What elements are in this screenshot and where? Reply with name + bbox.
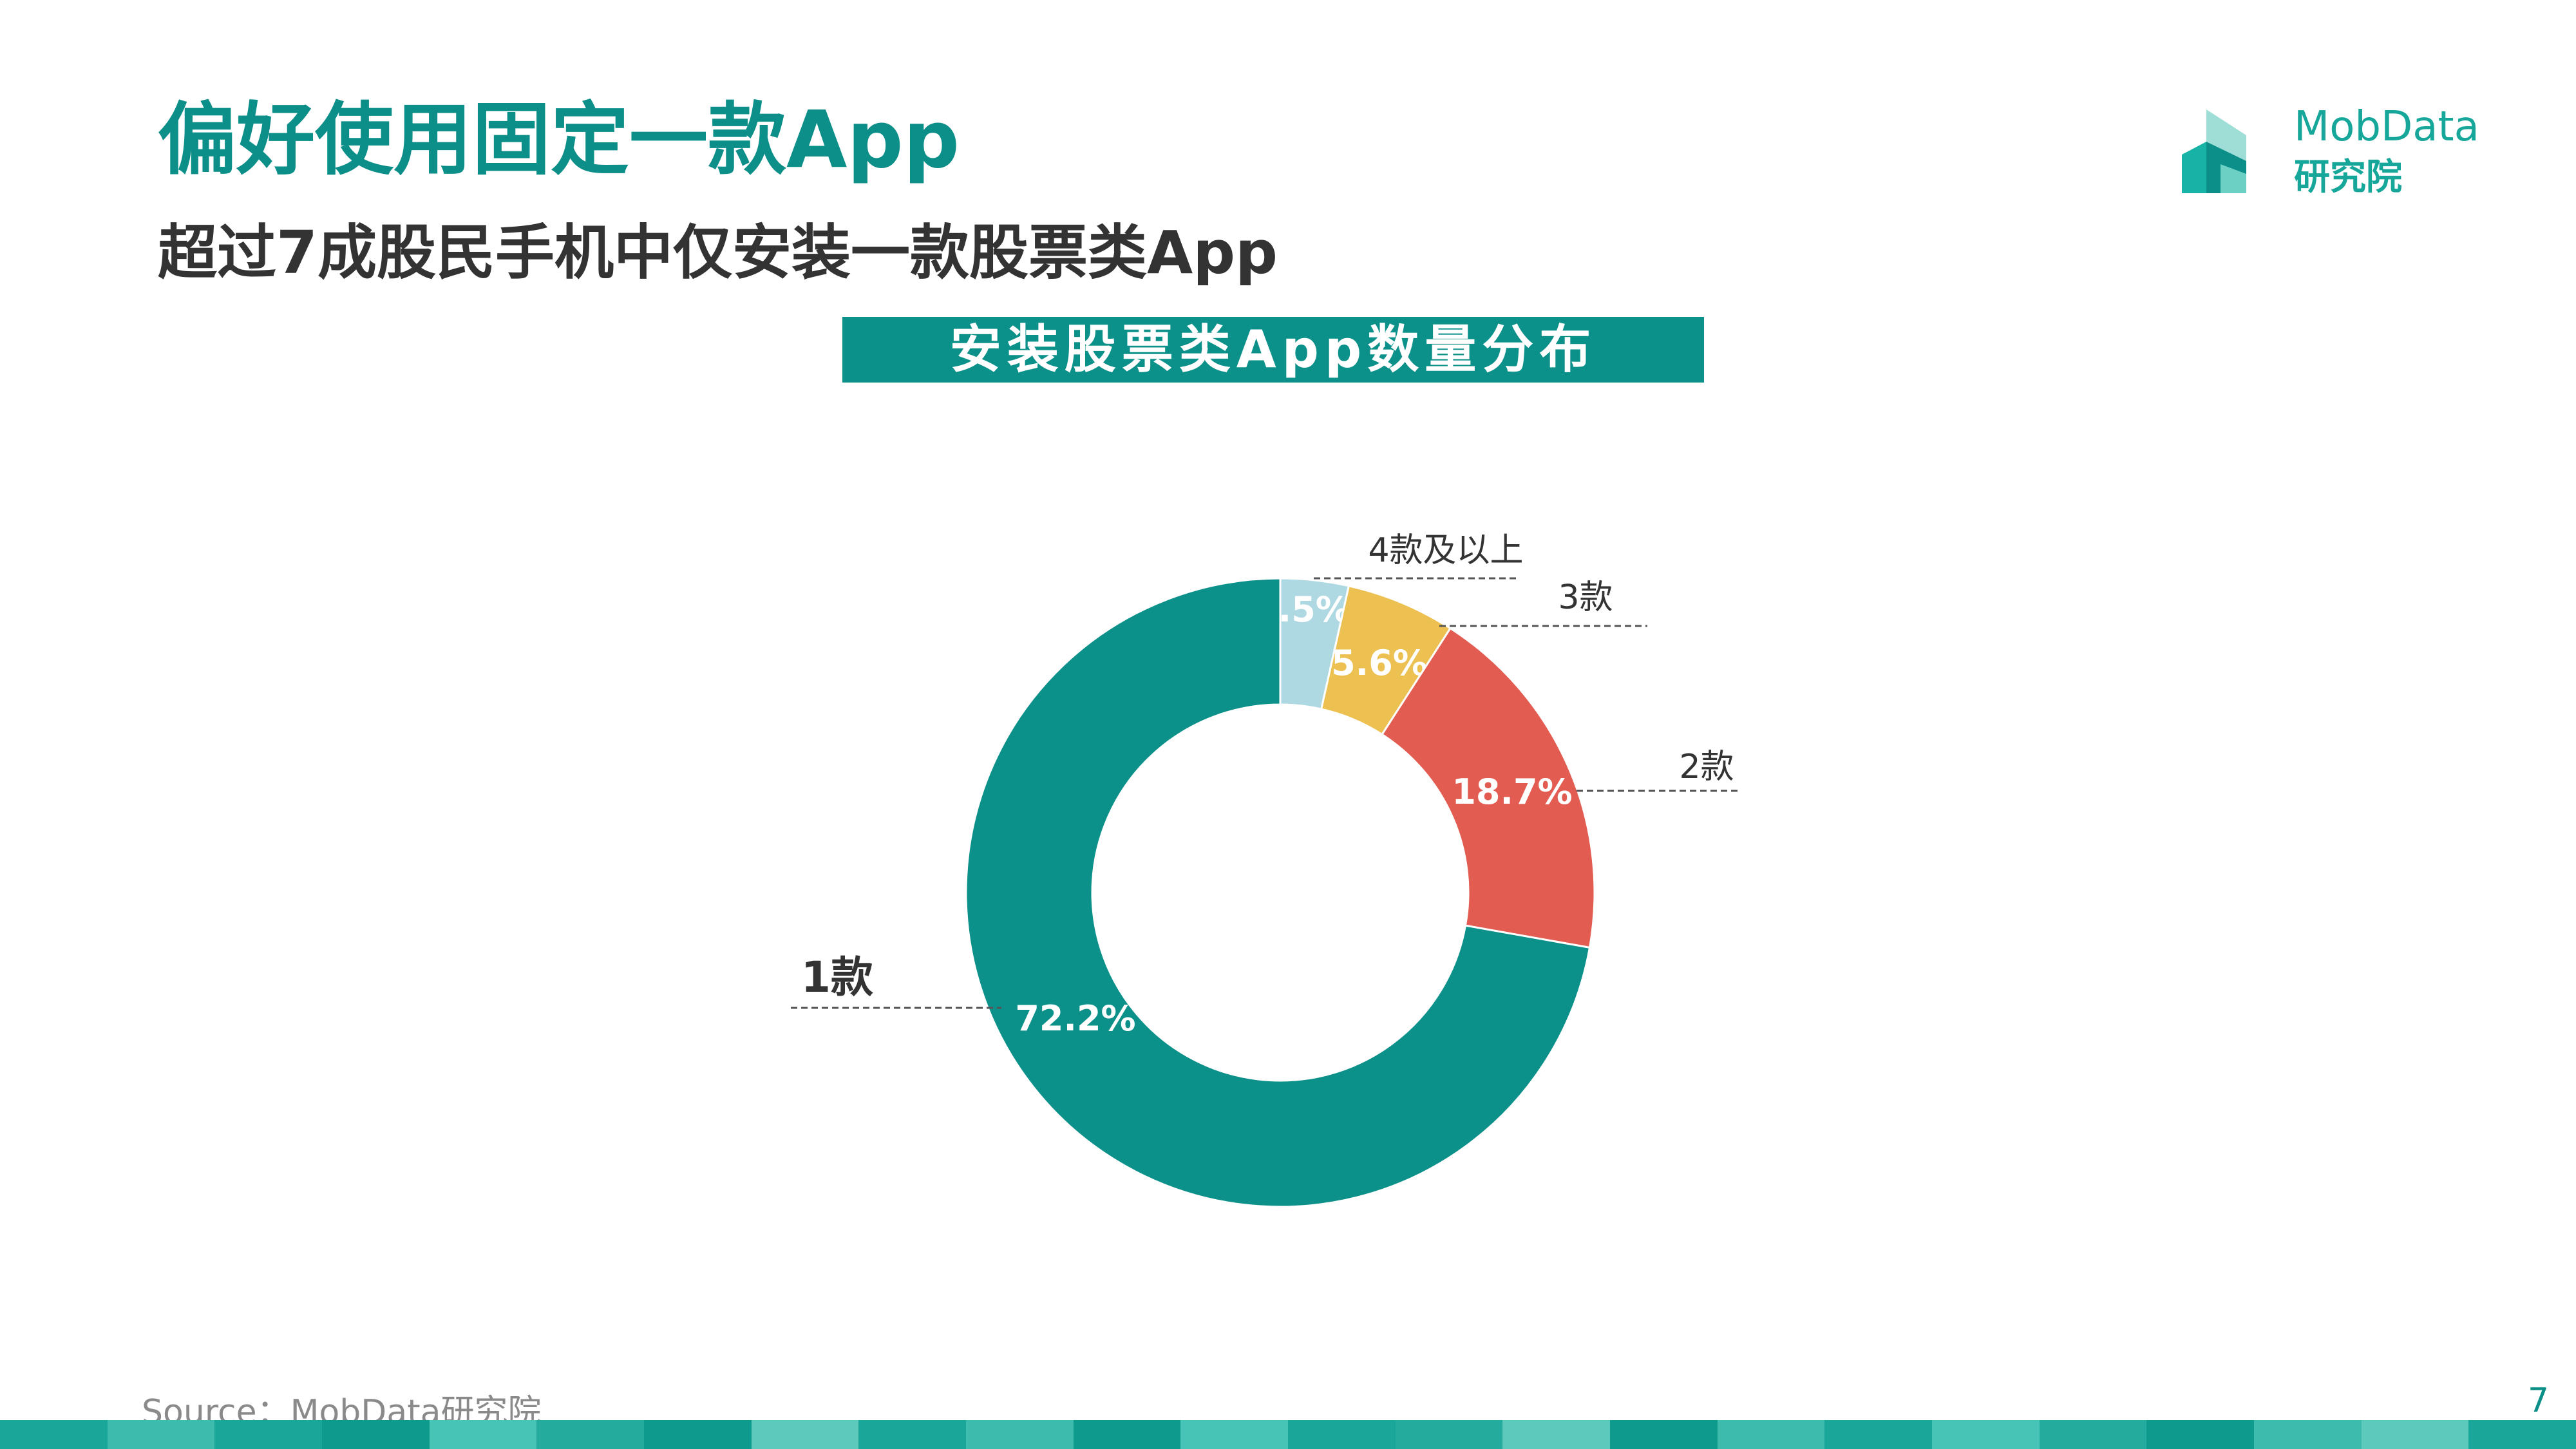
- footer-stripe-segment: [858, 1420, 967, 1449]
- footer-stripe-segment: [0, 1420, 108, 1449]
- footer-stripe-segment: [1610, 1420, 1718, 1449]
- slice-category-label: 2款: [1679, 748, 1734, 786]
- slice-category-label: 3款: [1558, 578, 1613, 617]
- logo-text: MobData 研究院: [2294, 103, 2479, 200]
- slice-value-label: 18.7%: [1452, 772, 1572, 812]
- footer-stripe-segment: [1073, 1420, 1181, 1449]
- slice-category-label: 4款及以上: [1368, 531, 1523, 570]
- footer-stripe-segment: [1502, 1420, 1611, 1449]
- footer-stripe-segment: [1288, 1420, 1396, 1449]
- donut-slice: [965, 577, 1591, 1208]
- footer-stripe-segment: [1395, 1420, 1503, 1449]
- footer-stripe-segment: [751, 1420, 859, 1449]
- footer-stripe-segment: [214, 1420, 323, 1449]
- page-subtitle: 超过7成股民手机中仅安装一款股票类App: [158, 218, 1278, 287]
- footer-stripe-segment: [1932, 1420, 2040, 1449]
- page-title: 偏好使用固定一款App: [158, 94, 960, 185]
- page-number: 7: [2528, 1381, 2550, 1420]
- footer-stripe-segment: [107, 1420, 215, 1449]
- footer-stripe-segment: [536, 1420, 645, 1449]
- footer-stripe-segment: [1180, 1420, 1289, 1449]
- footer-stripe-segment: [2039, 1420, 2147, 1449]
- mobdata-logo-icon: [2182, 109, 2246, 193]
- logo-name: MobData: [2294, 103, 2479, 151]
- footer-stripe-segment: [644, 1420, 752, 1449]
- logo-sub: 研究院: [2294, 156, 2402, 198]
- footer-stripe-segment: [966, 1420, 1074, 1449]
- footer-stripe-segment: [429, 1420, 537, 1449]
- footer-stripe-segment: [2468, 1420, 2576, 1449]
- footer-stripe-segment: [1717, 1420, 1825, 1449]
- footer-stripe-segment: [322, 1420, 430, 1449]
- footer-stripe-segment: [2146, 1420, 2255, 1449]
- slice-value-label: 72.2%: [1015, 998, 1135, 1039]
- slice-value-label: 5.6%: [1331, 643, 1428, 683]
- footer-stripe: [0, 1420, 2576, 1449]
- footer-stripe-segment: [2361, 1420, 2469, 1449]
- footer-stripe-segment: [1824, 1420, 1933, 1449]
- slice-category-label: 1款: [801, 952, 873, 1002]
- footer-stripe-segment: [2254, 1420, 2362, 1449]
- donut-slice: [1380, 627, 1596, 949]
- chart-title: 安装股票类App数量分布: [842, 317, 1704, 383]
